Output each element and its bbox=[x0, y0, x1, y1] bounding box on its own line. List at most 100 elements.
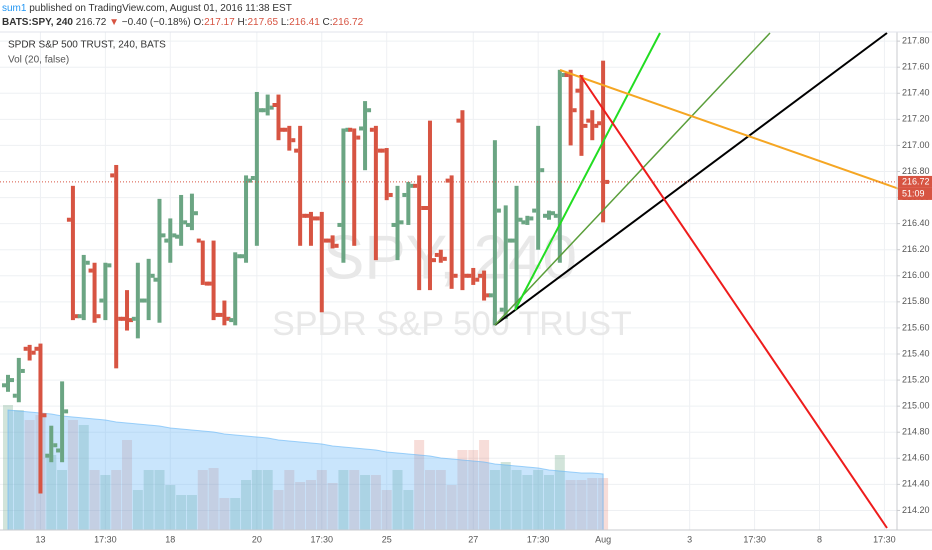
bar-range bbox=[514, 185, 519, 309]
volume-bar bbox=[435, 470, 446, 530]
bar-range bbox=[460, 110, 465, 291]
volume-bar bbox=[316, 470, 327, 530]
bar-range bbox=[352, 128, 357, 246]
volume-bar bbox=[78, 425, 89, 530]
bar-open bbox=[142, 298, 147, 303]
bar-open bbox=[391, 222, 396, 227]
volume-bar bbox=[479, 440, 490, 530]
h: 217.65 bbox=[247, 17, 278, 28]
bar-open bbox=[575, 88, 580, 93]
volume-bar bbox=[219, 498, 230, 530]
bar-close bbox=[323, 238, 328, 243]
x-tick-label: 8 bbox=[817, 534, 822, 544]
author[interactable]: sum1 bbox=[2, 3, 27, 14]
y-tick-label: 214.40 bbox=[902, 479, 930, 489]
bar-open bbox=[586, 118, 591, 123]
bar-open bbox=[261, 108, 266, 113]
volume-bar bbox=[176, 495, 187, 530]
bar-open bbox=[348, 127, 353, 132]
bar-range bbox=[233, 252, 238, 326]
bar-close bbox=[421, 205, 426, 210]
y-tick-label: 215.40 bbox=[902, 348, 930, 358]
bar-open bbox=[294, 148, 299, 153]
bar-range bbox=[298, 125, 303, 246]
bar-open bbox=[110, 173, 115, 178]
x-tick-label: 27 bbox=[468, 534, 478, 544]
volume-bar bbox=[251, 470, 262, 530]
bar-range bbox=[579, 75, 584, 156]
x-tick-label: 13 bbox=[35, 534, 45, 544]
bar-close bbox=[85, 260, 90, 265]
bar-open bbox=[272, 103, 277, 108]
bar-close bbox=[193, 211, 198, 216]
volume-bar bbox=[295, 482, 306, 530]
bar-range bbox=[146, 258, 151, 321]
bar-range bbox=[482, 270, 487, 301]
volume-bar bbox=[424, 470, 435, 530]
bar-open bbox=[283, 127, 288, 132]
volume-bar bbox=[587, 478, 598, 530]
bar-range bbox=[363, 101, 368, 171]
bar-open bbox=[250, 176, 255, 181]
volume-bar bbox=[360, 475, 371, 530]
bar-range bbox=[406, 181, 411, 225]
bar-close bbox=[507, 238, 512, 243]
volume-bar bbox=[370, 475, 381, 530]
bar-open bbox=[337, 222, 342, 227]
trend-line bbox=[514, 32, 661, 311]
bar-open bbox=[131, 316, 136, 321]
symbol: BATS:SPY, 240 bbox=[2, 17, 73, 28]
y-tick-label: 217.20 bbox=[902, 114, 930, 124]
bar-range bbox=[438, 249, 443, 263]
bar-close bbox=[107, 263, 112, 268]
bar-close bbox=[356, 135, 361, 140]
volume-bar bbox=[338, 470, 349, 530]
bar-close bbox=[312, 216, 317, 221]
bar-open bbox=[12, 393, 17, 398]
bar-range bbox=[341, 128, 346, 263]
watermark-name: SPDR S&P 500 TRUST bbox=[272, 305, 632, 343]
volume-bar bbox=[100, 475, 111, 530]
h-label: H: bbox=[237, 17, 247, 28]
y-tick-label: 217.60 bbox=[902, 62, 930, 72]
bar-range bbox=[157, 198, 162, 323]
bar-range bbox=[168, 218, 173, 263]
o-label: O: bbox=[194, 17, 205, 28]
last: 216.72 bbox=[76, 17, 107, 28]
bar-open bbox=[543, 213, 547, 218]
change: −0.40 (−0.18%) bbox=[122, 17, 191, 28]
bar-open bbox=[532, 208, 537, 213]
bar-range bbox=[547, 210, 551, 220]
o: 217.17 bbox=[204, 17, 235, 28]
bar-open bbox=[304, 213, 309, 218]
bar-close bbox=[486, 293, 491, 298]
bar-close bbox=[561, 73, 566, 78]
bar-range bbox=[384, 148, 389, 201]
bar-close bbox=[42, 413, 47, 418]
bar-range bbox=[27, 344, 32, 361]
volume-bar bbox=[522, 475, 533, 530]
bar-close bbox=[269, 105, 274, 110]
volume-bar bbox=[403, 490, 414, 530]
published: published on TradingView.com, August 01,… bbox=[26, 3, 291, 14]
volume-bar bbox=[262, 470, 273, 530]
bar-open bbox=[34, 346, 39, 351]
volume-legend: Vol (20, false) bbox=[8, 55, 69, 66]
bar-open bbox=[413, 183, 418, 188]
bar-open bbox=[499, 307, 504, 312]
volume-bar bbox=[132, 490, 143, 530]
bar-open bbox=[456, 118, 461, 123]
bar-close bbox=[594, 123, 599, 128]
volume-bar bbox=[186, 495, 197, 530]
volume-bar bbox=[89, 470, 100, 530]
bar-range bbox=[60, 381, 65, 463]
y-tick-label: 214.80 bbox=[902, 427, 930, 437]
bar-range bbox=[49, 425, 54, 463]
bar-open bbox=[66, 217, 71, 222]
bar-open bbox=[553, 213, 558, 218]
bar-open bbox=[597, 121, 602, 126]
bar-open bbox=[218, 312, 223, 317]
symbol-line: BATS:SPY, 240 216.72 ▼ −0.40 (−0.18%) O:… bbox=[2, 17, 364, 28]
bar-close bbox=[280, 127, 285, 132]
